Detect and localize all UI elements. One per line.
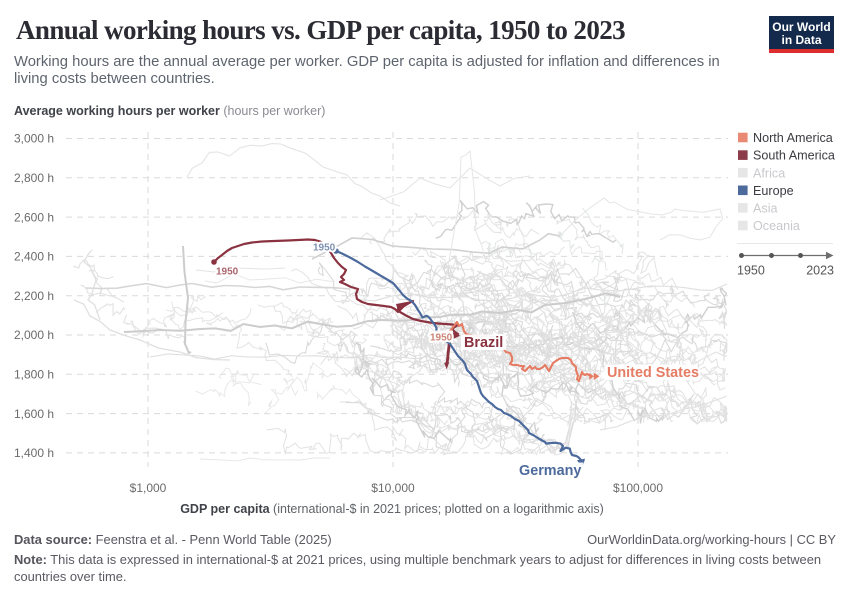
svg-text:North America: North America [753,131,833,145]
svg-text:1,800 h: 1,800 h [14,368,54,382]
svg-text:2,800 h: 2,800 h [14,171,54,185]
svg-text:Europe: Europe [753,184,794,198]
svg-text:2,600 h: 2,600 h [14,210,54,224]
svg-text:1950: 1950 [216,267,239,278]
svg-text:1950: 1950 [430,333,453,344]
svg-text:2,400 h: 2,400 h [14,250,54,264]
svg-text:2023: 2023 [806,264,834,278]
svg-text:South America: South America [753,149,835,163]
svg-text:$100,000: $100,000 [613,481,663,495]
svg-text:1,600 h: 1,600 h [14,407,54,421]
svg-text:Oceania: Oceania [753,219,800,233]
svg-text:2,000 h: 2,000 h [14,328,54,342]
svg-text:Brazil: Brazil [464,335,503,351]
svg-text:1,400 h: 1,400 h [14,446,54,460]
svg-text:Asia: Asia [753,202,778,216]
svg-text:Germany: Germany [519,463,581,479]
svg-text:1950: 1950 [737,264,765,278]
svg-text:United States: United States [607,365,699,381]
svg-text:2,200 h: 2,200 h [14,289,54,303]
svg-text:Africa: Africa [753,166,785,180]
svg-text:1950: 1950 [313,243,336,254]
svg-text:Average working hours per work: Average working hours per worker (hours … [14,104,325,118]
svg-text:GDP per capita (international-: GDP per capita (international-$ in 2021 … [180,502,604,516]
svg-text:$1,000: $1,000 [130,481,167,495]
svg-text:$10,000: $10,000 [371,481,415,495]
svg-text:3,000 h: 3,000 h [14,132,54,146]
